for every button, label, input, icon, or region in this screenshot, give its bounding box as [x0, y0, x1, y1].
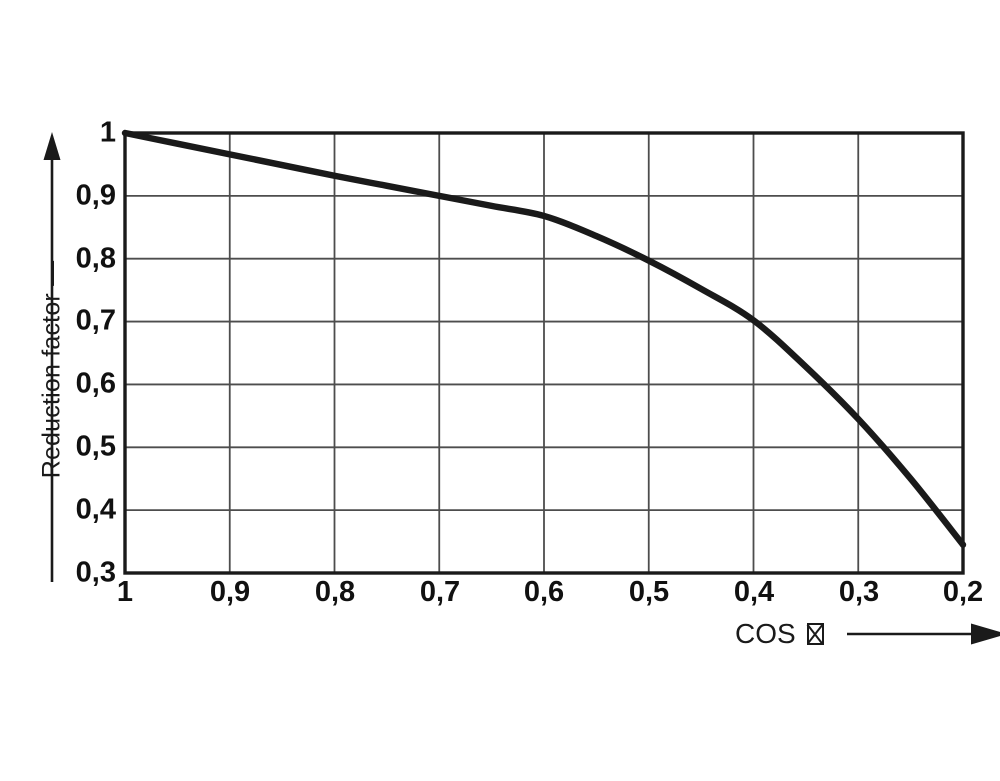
plot-frame: [123, 131, 965, 575]
x-tick-label: 1: [116, 576, 134, 608]
y-tick-label: 0,6: [75, 367, 116, 400]
x-tick-label: 0,3: [838, 576, 880, 608]
y-tick-label: 0,3: [75, 556, 116, 589]
x-tick-label: 0,9: [209, 576, 251, 608]
y-tick-label: 0,4: [75, 493, 116, 526]
x-tick-label: 0,5: [628, 576, 670, 608]
y-tick-label: 0,9: [75, 179, 116, 212]
vertical-gridlines: [228, 133, 860, 573]
y-tick-label: 1: [99, 116, 116, 149]
y-tick-label: 0,5: [75, 430, 116, 463]
x-tick-label: 0,2: [942, 576, 984, 608]
tofu-box-glyph: [806, 623, 824, 645]
y-tick-label: 0,7: [75, 304, 116, 337]
x-axis-title-text: COS: [735, 618, 796, 649]
y-axis-tick-labels: 1 0,9 0,8 0,7 0,6 0,5 0,4 0,3: [64, 0, 116, 781]
x-tick-label: 0,7: [419, 576, 461, 608]
y-tick-label: 0,8: [75, 242, 116, 275]
x-tick-label: 0,8: [314, 576, 356, 608]
x-tick-label: 0,6: [523, 576, 565, 608]
x-tick-label: 0,4: [733, 576, 775, 608]
y-axis-direction-arrow: [42, 132, 62, 582]
reduction-factor-curve: [121, 129, 967, 548]
x-axis-title: COS: [735, 618, 1000, 650]
x-axis-direction-arrow: [846, 623, 1000, 645]
